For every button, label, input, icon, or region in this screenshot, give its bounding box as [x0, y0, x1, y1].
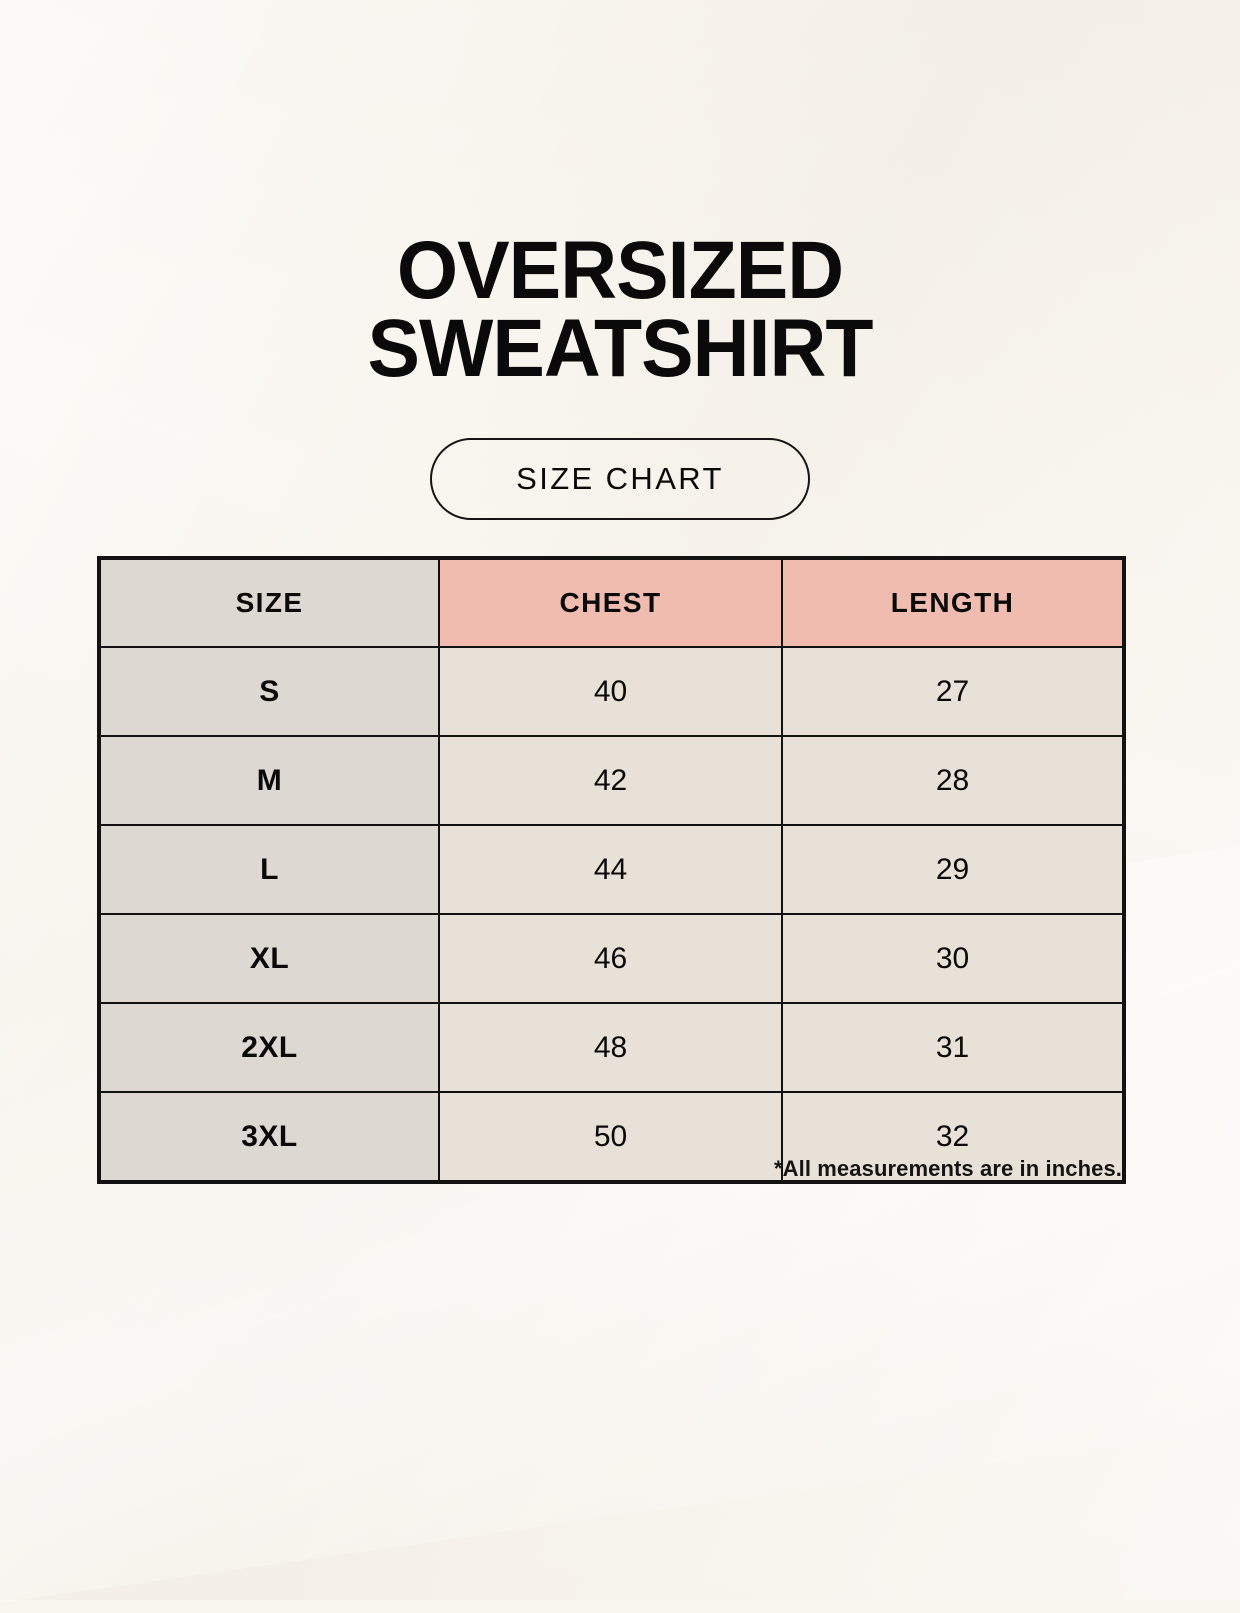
table-body: S 40 27 M 42 28 L 44 29 XL 46 30 [99, 647, 1124, 1182]
size-chart-badge-container: SIZE CHART [0, 438, 1240, 520]
table-row: 2XL 48 31 [99, 1003, 1124, 1093]
cell-chest: 46 [439, 914, 783, 1004]
cell-chest: 50 [439, 1092, 783, 1182]
cell-length: 27 [782, 647, 1124, 737]
cell-length: 28 [782, 736, 1124, 826]
column-header-size: SIZE [99, 558, 440, 648]
column-header-length: LENGTH [782, 558, 1124, 648]
table-row: M 42 28 [99, 736, 1124, 826]
cell-length: 29 [782, 825, 1124, 915]
cell-length: 32 [782, 1092, 1124, 1182]
table-row: L 44 29 [99, 825, 1124, 915]
cell-size: M [99, 736, 440, 826]
measurements-footnote: *All measurements are in inches. [773, 1156, 1122, 1181]
table-header-row: SIZE CHEST LENGTH [99, 558, 1124, 648]
table-header: SIZE CHEST LENGTH [99, 558, 1124, 648]
cell-chest: 40 [439, 647, 783, 737]
size-table-container: SIZE CHEST LENGTH S 40 27 M 42 28 L [97, 556, 1126, 1184]
page-title: OVERSIZED SWEATSHIRT [0, 225, 1240, 394]
size-chart-badge: SIZE CHART [430, 438, 810, 520]
cell-length: 31 [782, 1003, 1124, 1093]
size-table: SIZE CHEST LENGTH S 40 27 M 42 28 L [97, 556, 1126, 1184]
table-row: 3XL 50 32 [99, 1092, 1124, 1182]
cell-size: 3XL [99, 1092, 440, 1182]
cell-chest: 48 [439, 1003, 783, 1093]
cell-size: XL [99, 914, 440, 1004]
title-line-2: SWEATSHIRT [367, 302, 874, 394]
title-line-1: OVERSIZED [396, 225, 844, 316]
column-header-chest: CHEST [439, 558, 783, 648]
table-row: XL 46 30 [99, 914, 1124, 1004]
cell-size: 2XL [99, 1003, 440, 1093]
cell-size: S [99, 647, 440, 737]
cell-chest: 44 [439, 825, 783, 915]
cell-length: 30 [782, 914, 1124, 1004]
cell-size: L [99, 825, 440, 915]
table-row: S 40 27 [99, 647, 1124, 737]
cell-chest: 42 [439, 736, 783, 826]
